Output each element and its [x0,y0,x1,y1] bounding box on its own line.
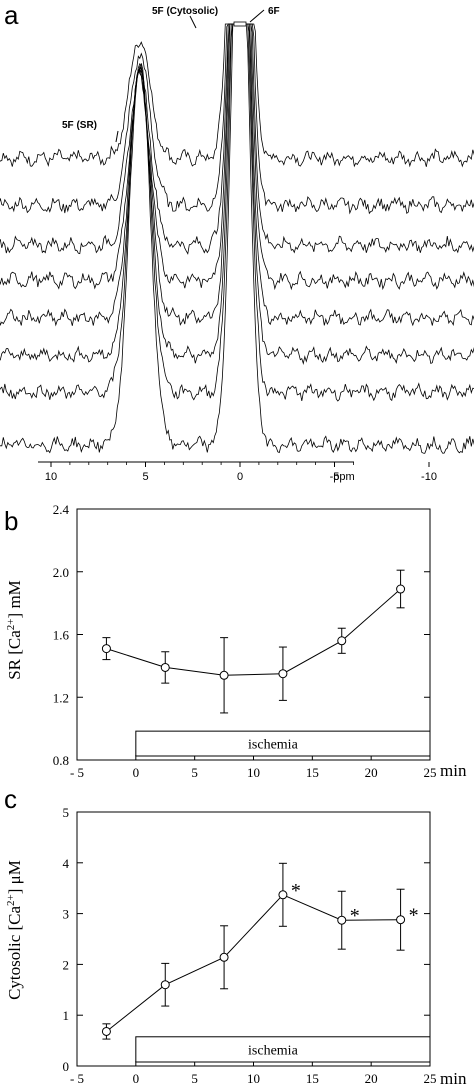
x-tick-label: 0 [133,1071,140,1086]
data-point [278,890,288,900]
x-tick-label: 0 [133,765,140,780]
spectrum-trace [0,23,474,168]
y-tick-label: 3 [63,907,70,922]
spectrum-trace [0,23,474,327]
y-tick-label: 1 [63,1008,70,1023]
significance-star: * [350,905,360,927]
series-line [106,894,401,1032]
y-tick-label: 2.4 [53,502,70,517]
x-tick-label: 20 [365,765,378,780]
x-tick-label: 15 [306,765,319,780]
x-tick-label: 10 [247,1071,260,1086]
arrow-5f-sr [115,130,119,143]
peak-label-6f: 6F [268,6,280,17]
data-point [101,1026,111,1036]
plot-frame [76,811,431,1067]
panel-letter-c: c [4,784,17,814]
chart-c-ylabel: Cytosolic [Ca2+] μM [5,860,24,1000]
nmr-tick-label: 5 [142,471,148,483]
nmr-tick-label: -5 [330,471,340,483]
x-tick-label: 5 [191,1071,198,1086]
x-tick-label: 15 [306,1071,319,1086]
y-tick-label: 1.6 [53,628,70,643]
ischemia-bar [135,730,431,757]
chart-c-xlabel: min [440,1069,467,1088]
data-point [337,915,347,925]
data-point [337,636,347,646]
ischemia-bar-label: ischemia [248,738,299,753]
panel-letter-a: a [4,0,19,30]
y-tick-label: 2.0 [53,565,69,580]
chart-b-xlabel: min [440,761,467,780]
data-point [160,662,170,672]
x-tick-label: 5 [191,765,198,780]
data-point [101,644,111,654]
y-tick-label: 4 [63,856,70,871]
data-point [278,669,288,679]
spectrum-trace [0,23,474,402]
spectrum-trace [0,23,474,454]
data-point [219,670,229,680]
significance-star: * [291,880,301,902]
spectrum-trace [0,23,474,215]
nmr-tick-label: -10 [421,471,437,483]
x-tick-label: - 5 [70,765,84,780]
ischemia-bar [135,1036,431,1063]
chart-b: 0.8 1.2 1.6 2.0 2.4 - 5 0 5 10 15 20 25 ischemia [53,502,437,780]
x-tick-label: - 5 [70,1071,84,1086]
x-tick-label: 20 [365,1071,378,1086]
y-tick-label: 5 [63,805,70,820]
nmr-spectra: 0-5 min reflow25-30 min ischemia20-25 mi… [0,21,474,454]
plot-frame [76,508,431,761]
spectrum-trace [0,23,474,291]
x-tick-label: 10 [247,765,260,780]
spectrum-trace [0,23,474,255]
arrow-5f-cytosolic [189,15,197,29]
y-tick-label: 1.2 [53,690,69,705]
nmr-unit-label: ppm [333,471,354,483]
series-line [106,588,401,676]
arrow-6f [249,9,265,23]
chart-b-ylabel: SR [Ca2+] mM [5,580,24,680]
x-tick-label: 25 [424,765,437,780]
significance-star: * [409,905,419,927]
data-point [219,952,229,962]
panel-letter-b: b [4,506,18,536]
spectrum-trace [0,23,474,365]
nmr-tick-label: 0 [237,471,243,483]
data-point [396,584,406,594]
y-tick-label: 0.8 [53,753,69,768]
data-point [396,915,406,925]
ischemia-bar-label: ischemia [248,1043,299,1058]
nmr-tick-label: 10 [45,471,57,483]
peak-label-5f-sr: 5F (SR) [62,120,97,131]
peak-label-5f-cytosolic: 5F (Cytosolic) [152,6,218,17]
data-point [160,980,170,990]
y-tick-label: 0 [63,1059,70,1074]
x-tick-label: 25 [424,1071,437,1086]
six-f-peak-cap [233,21,247,27]
y-tick-label: 2 [63,957,70,972]
